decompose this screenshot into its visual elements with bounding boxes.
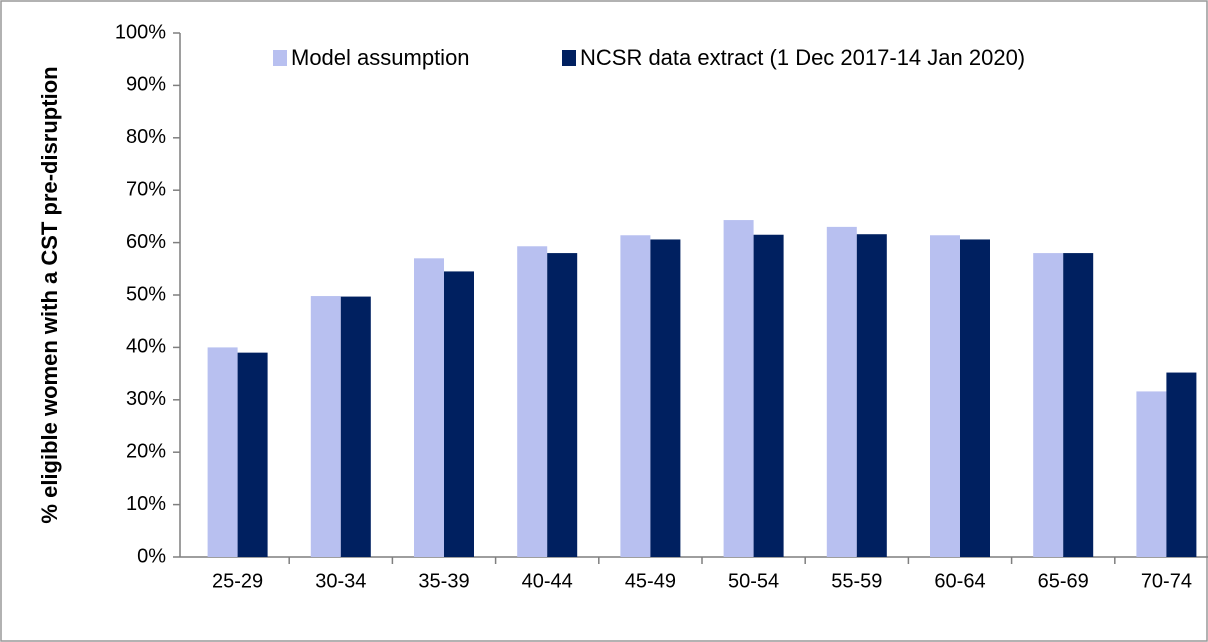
y-axis-label: % eligible women with a CST pre-disrupti… [37,66,62,524]
legend-label: NCSR data extract (1 Dec 2017-14 Jan 202… [580,45,1025,70]
bar [414,258,444,557]
y-tick-label: 60% [126,231,166,253]
bar [723,220,754,557]
bar [1166,372,1197,557]
y-tick-label: 40% [126,336,166,358]
bar [753,234,784,558]
bar [517,246,548,557]
x-tick-label: 60-64 [934,570,985,592]
y-tick-label: 50% [126,283,166,305]
x-tick-label: 35-39 [418,570,469,592]
bar [930,235,960,557]
x-tick-label: 40-44 [522,570,573,592]
x-tick-label: 70-74 [1141,570,1192,592]
legend-swatch [562,50,576,66]
bar [1136,391,1167,557]
bar [207,347,238,557]
y-tick-label: 90% [126,74,166,96]
bar [856,234,887,557]
x-tick-label: 55-59 [831,570,882,592]
x-tick-label: 25-29 [212,570,263,592]
y-tick-label: 100% [115,21,166,43]
bar [1063,253,1094,557]
bar [310,296,341,557]
legend-swatch [273,50,287,66]
bar [650,239,681,557]
x-tick-label: 30-34 [315,570,366,592]
y-tick-label: 20% [126,440,166,462]
y-tick-label: 30% [126,388,166,410]
bar [620,235,651,557]
legend-label: Model assumption [291,45,470,70]
bar [547,253,578,557]
bar [1033,253,1064,557]
x-tick-label: 65-69 [1038,570,1089,592]
bar [826,226,857,557]
bar [444,271,474,557]
x-tick-label: 45-49 [625,570,676,592]
y-tick-label: 10% [126,493,166,515]
bar [960,239,990,557]
y-tick-label: 80% [126,126,166,148]
bar [340,296,371,557]
y-tick-label: 0% [137,545,166,567]
bar [237,352,268,557]
x-tick-label: 50-54 [728,570,779,592]
y-tick-label: 70% [126,178,166,200]
